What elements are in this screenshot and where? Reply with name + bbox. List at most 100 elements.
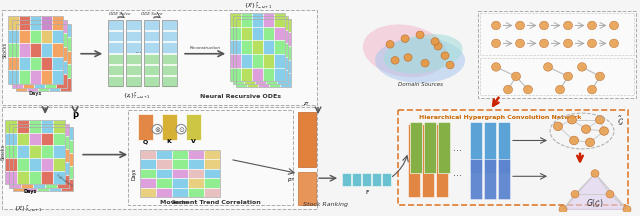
Bar (162, 65, 177, 75)
Bar (49, 140, 61, 153)
Bar (230, 68, 241, 81)
Bar (230, 27, 241, 40)
Bar (41, 133, 53, 145)
Bar (9, 175, 21, 188)
Text: K: K (166, 139, 172, 144)
Text: ODE Solve: ODE Solve (109, 12, 131, 16)
Circle shape (609, 21, 618, 30)
Bar (241, 40, 252, 54)
Bar (233, 16, 244, 30)
Text: Neural Recursive ODEs: Neural Recursive ODEs (200, 94, 280, 99)
Bar (188, 150, 204, 159)
Bar (438, 122, 450, 173)
Bar (258, 73, 269, 87)
Bar (13, 127, 25, 140)
Bar (233, 30, 244, 43)
Bar (126, 54, 141, 64)
Bar (266, 30, 277, 43)
Bar (17, 171, 29, 184)
Bar (252, 27, 263, 40)
Bar (34, 20, 45, 33)
Bar (236, 60, 247, 73)
Bar (108, 20, 123, 30)
Bar (37, 166, 49, 179)
Bar (408, 124, 420, 197)
Bar (57, 124, 69, 136)
Bar (53, 120, 65, 133)
Bar (52, 43, 63, 57)
Bar (233, 43, 244, 57)
Bar (156, 169, 172, 178)
Bar (108, 31, 123, 41)
Bar (252, 13, 263, 27)
Bar (34, 74, 45, 88)
Bar (27, 64, 38, 78)
Bar (21, 162, 33, 175)
Bar (12, 74, 23, 88)
Text: Stock Ranking: Stock Ranking (303, 202, 348, 208)
Bar (410, 122, 422, 173)
Bar (9, 149, 21, 162)
Circle shape (511, 72, 520, 81)
Bar (422, 124, 434, 197)
Bar (241, 68, 252, 81)
Bar (230, 54, 241, 68)
Bar (108, 20, 123, 86)
Bar (382, 173, 391, 186)
Bar (30, 57, 41, 70)
Bar (49, 179, 61, 191)
Bar (45, 60, 56, 74)
Bar (266, 70, 277, 84)
Bar (16, 24, 27, 37)
Bar (30, 16, 41, 30)
Circle shape (404, 54, 412, 61)
Bar (8, 30, 19, 43)
Bar (162, 54, 177, 64)
FancyBboxPatch shape (2, 10, 317, 105)
Bar (352, 173, 361, 186)
Bar (12, 60, 23, 74)
Bar (19, 30, 30, 43)
Bar (252, 54, 263, 68)
Bar (33, 124, 45, 136)
Bar (45, 33, 56, 47)
Circle shape (588, 39, 596, 48)
Bar (61, 166, 73, 179)
Bar (9, 124, 21, 136)
Bar (144, 42, 159, 53)
Bar (274, 13, 285, 27)
Bar (45, 175, 57, 188)
Bar (52, 70, 63, 84)
Bar (34, 33, 45, 47)
Bar (263, 54, 274, 68)
Bar (29, 120, 41, 133)
Bar (484, 159, 496, 199)
Bar (37, 140, 49, 153)
Bar (19, 16, 30, 30)
Text: Days: Days (24, 189, 36, 194)
Bar (49, 166, 61, 179)
Circle shape (570, 136, 579, 145)
Bar (156, 159, 172, 169)
Bar (230, 40, 241, 54)
Bar (23, 74, 34, 88)
Circle shape (571, 191, 579, 198)
Bar (233, 70, 244, 84)
Bar (49, 127, 61, 140)
Bar (45, 47, 56, 60)
Bar (16, 37, 27, 51)
Circle shape (386, 41, 394, 48)
Bar (241, 27, 252, 40)
Bar (236, 19, 247, 32)
Bar (57, 162, 69, 175)
Circle shape (492, 39, 500, 48)
Bar (258, 60, 269, 73)
Bar (52, 16, 63, 30)
Text: P: P (72, 112, 78, 121)
Bar (436, 124, 448, 197)
Circle shape (588, 85, 596, 94)
Bar (162, 42, 177, 53)
Bar (12, 47, 23, 60)
Bar (9, 136, 21, 149)
Bar (204, 150, 220, 159)
